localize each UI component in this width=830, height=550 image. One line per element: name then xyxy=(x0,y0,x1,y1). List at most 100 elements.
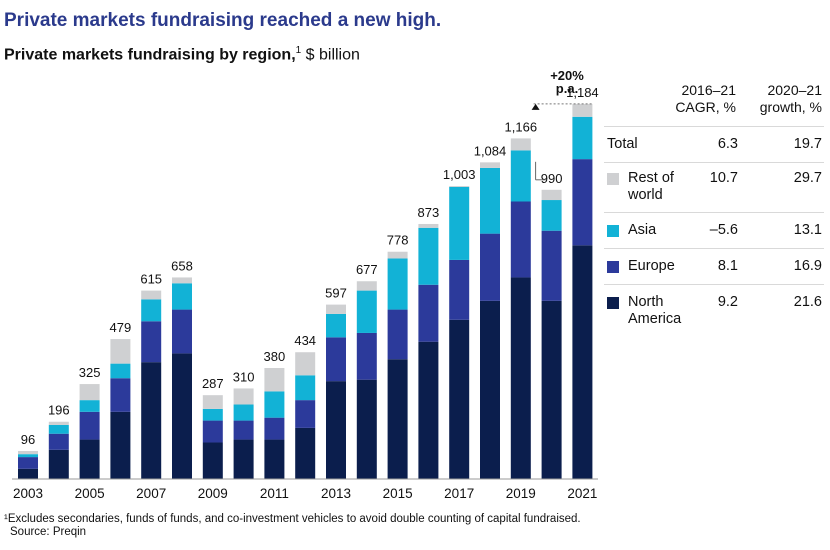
bar-rest-of-world-2016 xyxy=(418,223,439,228)
total-label-2017: 1,003 xyxy=(443,167,476,182)
x-tick-2017: 2017 xyxy=(444,486,474,501)
subtitle-main: Private markets fundraising by region, xyxy=(4,46,296,64)
row-label: North America xyxy=(628,294,682,327)
cagr-column-header: 2016–21 CAGR, % xyxy=(652,82,736,116)
bar-asia-2011 xyxy=(264,391,285,418)
bar-north-america-2011 xyxy=(264,439,285,479)
total-label-2003: 96 xyxy=(21,432,35,447)
x-tick-2013: 2013 xyxy=(321,486,351,501)
bar-north-america-2017 xyxy=(449,319,470,479)
bar-north-america-2003 xyxy=(18,468,38,479)
total-label-2014: 677 xyxy=(356,262,378,277)
total-label-2012: 434 xyxy=(294,333,316,348)
table-row-asia: Asia –5.6 13.1 xyxy=(606,222,824,246)
total-label-2019: 1,166 xyxy=(505,119,538,134)
total-label-2007: 615 xyxy=(140,272,162,287)
bar-europe-2008 xyxy=(172,309,192,354)
total-label-2008: 658 xyxy=(171,258,193,273)
bar-asia-2020 xyxy=(541,200,562,231)
bar-asia-2009 xyxy=(202,408,223,421)
legend-swatch-asia xyxy=(607,225,619,237)
row-cagr: 6.3 xyxy=(717,136,738,152)
bar-rest-of-world-2021 xyxy=(572,103,593,117)
bar-rest-of-world-2017 xyxy=(449,186,470,187)
bar-north-america-2009 xyxy=(202,442,223,479)
x-tick-2005: 2005 xyxy=(75,486,105,501)
growth-header-line2: growth, % xyxy=(759,99,822,115)
bar-rest-of-world-2003 xyxy=(18,450,38,455)
total-label-2016: 873 xyxy=(418,205,440,220)
bar-north-america-2014 xyxy=(356,379,377,479)
cagr-header-line1: 2016–21 xyxy=(681,82,736,98)
x-tick-2019: 2019 xyxy=(506,486,536,501)
stacked-bar-chart: 96 196 325 479 615 658 287 310 380 434 597 677 778 87… xyxy=(12,68,599,501)
total-label-2018: 1,084 xyxy=(474,143,507,158)
bar-europe-2014 xyxy=(356,332,377,380)
bar-rest-of-world-2005 xyxy=(79,384,100,401)
subtitle-footnote-mark: 1 xyxy=(295,45,302,56)
x-tick-2011: 2011 xyxy=(260,486,289,501)
row-label: Asia xyxy=(628,222,657,238)
growth-header-line1: 2020–21 xyxy=(767,82,822,98)
bar-europe-2015 xyxy=(387,309,408,360)
table-divider xyxy=(604,162,824,163)
bar-rest-of-world-2014 xyxy=(356,281,377,291)
bar-europe-2003 xyxy=(18,457,38,469)
bar-europe-2013 xyxy=(326,337,346,382)
legend-swatch-rest-of-world xyxy=(607,173,619,185)
bar-asia-2010 xyxy=(233,404,254,421)
chart-subtitle: Private markets fundraising by region,1 … xyxy=(4,45,360,64)
legend-swatch-north-america xyxy=(607,297,619,309)
growth-column-header: 2020–21 growth, % xyxy=(740,82,822,116)
x-tick-2015: 2015 xyxy=(383,486,413,501)
row-growth: 19.7 xyxy=(793,136,822,152)
bar-north-america-2006 xyxy=(110,411,131,479)
bar-europe-2017 xyxy=(449,259,470,320)
bar-north-america-2008 xyxy=(172,353,192,479)
bar-europe-2006 xyxy=(110,378,131,412)
total-label-2006: 479 xyxy=(110,320,132,335)
bar-asia-2008 xyxy=(172,283,192,310)
bar-asia-2006 xyxy=(110,363,131,379)
cagr-arrowhead xyxy=(531,103,540,110)
bar-europe-2004 xyxy=(48,433,69,450)
row-label: Europe xyxy=(628,258,675,274)
table-row-north-america: North America 9.2 21.6 xyxy=(606,294,824,330)
bar-north-america-2020 xyxy=(541,300,562,479)
table-row-rest-of-world: Rest of world 10.7 29.7 xyxy=(606,170,824,206)
bar-north-america-2004 xyxy=(48,449,69,479)
bar-rest-of-world-2011 xyxy=(264,367,285,392)
bar-rest-of-world-2018 xyxy=(480,162,500,168)
table-row-europe: Europe 8.1 16.9 xyxy=(606,258,824,282)
bar-asia-2016 xyxy=(418,227,439,285)
headline: Private markets fundraising reached a ne… xyxy=(4,10,442,31)
total-label-2005: 325 xyxy=(79,365,101,380)
row-cagr: 8.1 xyxy=(717,258,738,274)
bar-europe-2009 xyxy=(202,420,223,443)
row-growth: 13.1 xyxy=(793,222,822,238)
bar-asia-2021 xyxy=(572,116,593,160)
row-cagr: 9.2 xyxy=(717,294,738,310)
bar-asia-2013 xyxy=(326,313,346,338)
row-label: Total xyxy=(607,136,638,152)
annotation-pa: p.a. xyxy=(556,81,578,96)
bar-asia-2014 xyxy=(356,290,377,333)
annotation-growth: +20% xyxy=(550,68,584,83)
total-label-2010: 310 xyxy=(233,369,255,384)
bar-europe-2010 xyxy=(233,420,254,440)
bar-rest-of-world-2019 xyxy=(510,138,531,151)
bar-rest-of-world-2009 xyxy=(202,395,223,409)
total-label-2021: 1,184 xyxy=(566,85,599,100)
total-label-2004: 196 xyxy=(48,403,70,418)
cagr-header-line2: CAGR, % xyxy=(675,99,736,115)
x-tick-2007: 2007 xyxy=(136,486,166,501)
bar-north-america-2007 xyxy=(141,362,162,479)
bar-rest-of-world-2010 xyxy=(233,388,254,405)
bar-north-america-2019 xyxy=(510,277,531,479)
total-label-2009: 287 xyxy=(202,376,224,391)
bar-rest-of-world-2015 xyxy=(387,251,408,259)
total-label-2011: 380 xyxy=(264,349,286,364)
row-label: Rest of world xyxy=(628,170,674,203)
bar-asia-2019 xyxy=(510,150,531,202)
bar-north-america-2010 xyxy=(233,439,254,479)
